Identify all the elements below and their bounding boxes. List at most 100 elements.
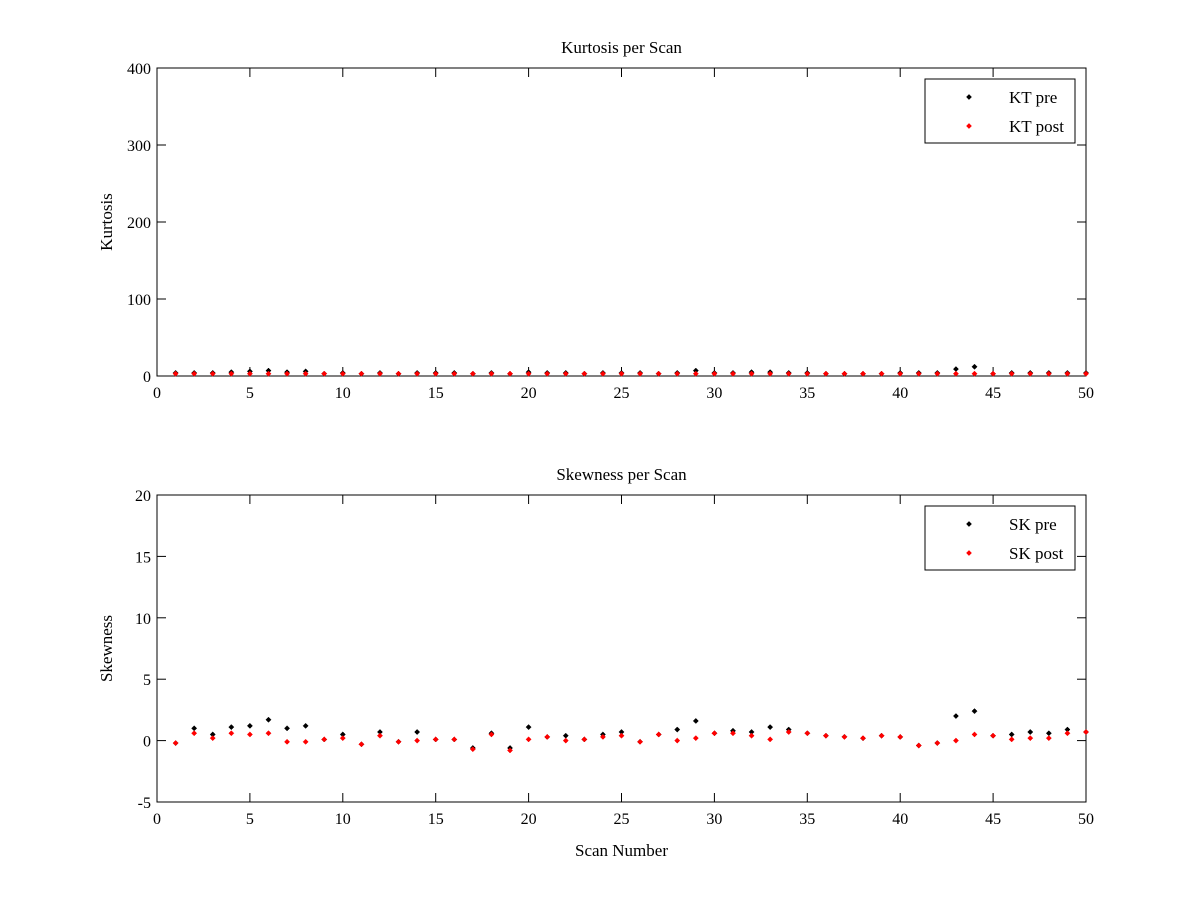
skewness-point	[581, 736, 588, 743]
skewness-legend-marker	[966, 550, 972, 556]
skewness-point	[228, 724, 235, 731]
kurtosis-point	[599, 370, 606, 377]
kurtosis-x-tick-label: 45	[985, 385, 1001, 402]
kurtosis-point	[618, 370, 625, 377]
skewness-point	[1083, 729, 1089, 735]
kurtosis-point	[767, 370, 774, 377]
chart-kurtosis: 0 5 10 15 20 25 30 35 40 45 50 0 100 200 300 400 Kurtosi…	[97, 38, 1094, 402]
skewness-series-1	[172, 729, 1089, 754]
skewness-point	[599, 733, 606, 740]
kurtosis-series-1	[172, 370, 1089, 377]
skewness-point	[952, 713, 959, 719]
skewness-point	[246, 722, 253, 729]
skewness-point	[971, 708, 978, 715]
kurtosis-point	[581, 370, 588, 377]
kurtosis-point	[841, 370, 848, 377]
skewness-point	[507, 747, 513, 754]
skewness-point	[302, 738, 309, 745]
kurtosis-point	[265, 370, 272, 377]
skewness-x-axis-label: Scan Number	[575, 841, 668, 860]
skewness-x-tick-label: 25	[614, 811, 630, 828]
skewness-point	[878, 732, 885, 739]
skewness-point	[544, 733, 551, 740]
kurtosis-x-tick-label: 20	[521, 385, 537, 402]
kurtosis-x-tick-label: 5	[246, 385, 254, 402]
kurtosis-legend-marker	[966, 123, 972, 129]
kurtosis-x-tick-label: 0	[153, 385, 161, 402]
kurtosis-point	[711, 370, 718, 377]
skewness-legend-label: SK pre	[1009, 515, 1057, 534]
skewness-point	[488, 731, 495, 738]
skewness-point	[246, 731, 253, 738]
skewness-x-tick-label: 15	[428, 811, 444, 828]
skewness-point	[637, 738, 644, 745]
kurtosis-point	[897, 370, 904, 377]
kurtosis-point	[562, 370, 569, 377]
kurtosis-legend-label: KT post	[1009, 117, 1064, 136]
skewness-point	[618, 732, 625, 739]
skewness-point	[804, 730, 811, 737]
kurtosis-point	[544, 370, 551, 377]
skewness-x-tick-label: 45	[985, 811, 1001, 828]
kurtosis-x-tick-label: 30	[706, 385, 722, 402]
kurtosis-x-tick-label: 35	[799, 385, 815, 402]
kurtosis-x-tick-label: 15	[428, 385, 444, 402]
kurtosis-point	[358, 370, 365, 377]
skewness-x-tick-label: 10	[335, 811, 351, 828]
skewness-y-tick-label: 20	[135, 488, 151, 505]
skewness-point	[191, 730, 198, 737]
kurtosis-legend-marker	[966, 94, 972, 100]
kurtosis-point	[692, 370, 699, 377]
kurtosis-point	[971, 363, 978, 370]
kurtosis-point	[191, 370, 198, 377]
kurtosis-point	[525, 370, 532, 377]
skewness-y-tick-label: -5	[138, 795, 151, 812]
kurtosis-point	[432, 370, 439, 377]
skewness-point	[265, 730, 272, 737]
skewness-y-axis-label: Skewness	[97, 615, 116, 682]
kurtosis-legend-label: KT pre	[1009, 88, 1057, 107]
skewness-point	[414, 737, 421, 744]
kurtosis-y-tick-label: 300	[127, 138, 151, 155]
kurtosis-point	[1045, 370, 1052, 377]
skewness-x-tick-label: 30	[706, 811, 722, 828]
kurtosis-y-tick-label: 200	[127, 215, 151, 232]
skewness-point	[860, 735, 866, 742]
kurtosis-point	[674, 370, 681, 377]
skewness-x-tick-label: 20	[521, 811, 537, 828]
skewness-point	[284, 725, 291, 732]
skewness-point	[748, 732, 755, 739]
kurtosis-point	[637, 370, 644, 377]
skewness-point	[1064, 730, 1071, 737]
skewness-point	[1027, 735, 1034, 742]
kurtosis-y-tick-label: 0	[143, 369, 151, 386]
skewness-point	[692, 735, 699, 742]
skewness-y-tick-label: 15	[135, 549, 151, 566]
skewness-point	[395, 738, 402, 745]
skewness-point	[377, 732, 383, 739]
skewness-y-tick-label: 5	[143, 672, 151, 689]
skewness-y-tick-label: 0	[143, 734, 151, 751]
kurtosis-point	[321, 370, 328, 377]
skewness-x-tick-label: 35	[799, 811, 815, 828]
kurtosis-point	[451, 370, 458, 377]
skewness-point	[469, 746, 476, 753]
kurtosis-point	[934, 370, 941, 377]
skewness-title: Skewness per Scan	[556, 465, 687, 484]
skewness-point	[228, 730, 235, 737]
kurtosis-point	[655, 370, 662, 377]
skewness-point	[562, 737, 569, 744]
kurtosis-point	[172, 370, 179, 377]
kurtosis-title: Kurtosis per Scan	[561, 38, 682, 57]
kurtosis-x-tick-label: 50	[1078, 385, 1094, 402]
skewness-point	[339, 735, 346, 742]
kurtosis-point	[730, 370, 736, 377]
skewness-point	[525, 724, 532, 731]
skewness-point	[172, 740, 179, 747]
skewness-point	[414, 729, 421, 735]
skewness-point	[265, 716, 272, 723]
skewness-point	[692, 717, 699, 724]
kurtosis-x-tick-label: 10	[335, 385, 351, 402]
kurtosis-point	[488, 370, 495, 377]
